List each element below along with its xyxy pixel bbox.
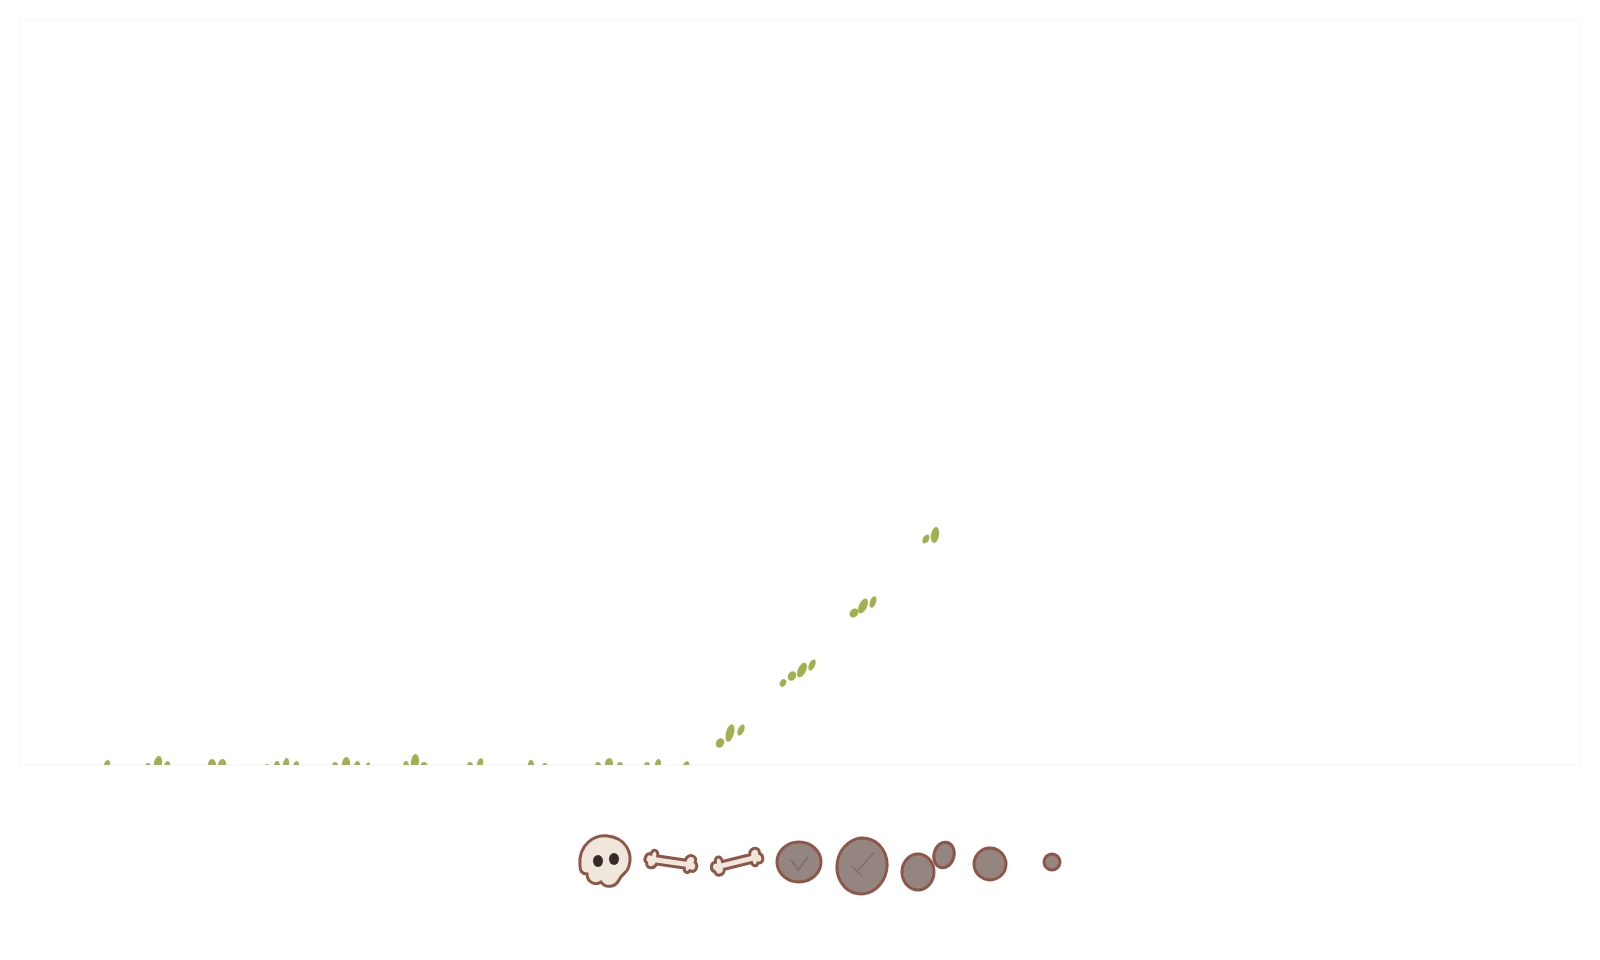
tuft [644,759,662,765]
blade [103,759,111,765]
tuft [403,754,428,765]
blade [930,526,941,543]
blade [542,763,548,765]
plot [20,20,1580,772]
blade [353,761,361,765]
marks [103,526,941,765]
tuft [265,758,301,765]
blade [217,758,227,765]
tuft [145,755,171,765]
blade [274,761,280,765]
blade [282,758,290,765]
tuft [595,758,623,765]
fossils [580,834,1060,898]
stone [833,834,892,898]
blade [420,762,428,765]
blade [654,759,662,765]
blade [467,762,473,765]
stone [902,854,934,890]
blade [807,658,818,671]
blade [617,762,623,765]
blade [644,762,650,765]
tuft [921,526,940,544]
blade [786,670,798,683]
blade [410,754,419,765]
blade [265,764,270,765]
blade [341,757,350,765]
tuft [848,595,878,619]
tuft [714,723,746,749]
tuft [208,758,227,765]
blade [778,678,787,688]
chart [0,0,1600,960]
plot-frame [20,20,1580,765]
blade [795,661,809,679]
blade [292,760,300,765]
blade [153,755,163,765]
blade [714,737,726,750]
blade [921,533,931,545]
blade [604,758,613,765]
blade [163,760,171,765]
blade [681,760,690,765]
blade [868,595,878,608]
tuft [681,760,690,765]
blade [856,597,870,615]
tuft [103,759,111,765]
tuft [467,757,484,765]
skull [580,836,630,887]
blade [528,760,534,765]
bone [709,847,764,877]
tuft [528,760,548,765]
blade [476,757,485,765]
stone [974,848,1006,880]
blade [363,762,371,765]
blade [145,763,151,765]
bone [644,849,698,874]
blade [208,759,216,765]
stone [1044,854,1060,870]
tuft [778,658,817,688]
blade [332,762,338,765]
blade [736,723,747,736]
tuft [332,757,371,765]
stone [777,842,821,882]
stone [931,840,957,870]
blade [403,761,409,765]
blade [595,762,601,765]
blade [724,723,736,742]
